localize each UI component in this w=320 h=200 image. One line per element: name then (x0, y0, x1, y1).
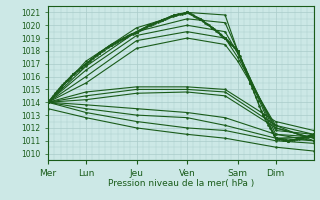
X-axis label: Pression niveau de la mer( hPa ): Pression niveau de la mer( hPa ) (108, 179, 254, 188)
